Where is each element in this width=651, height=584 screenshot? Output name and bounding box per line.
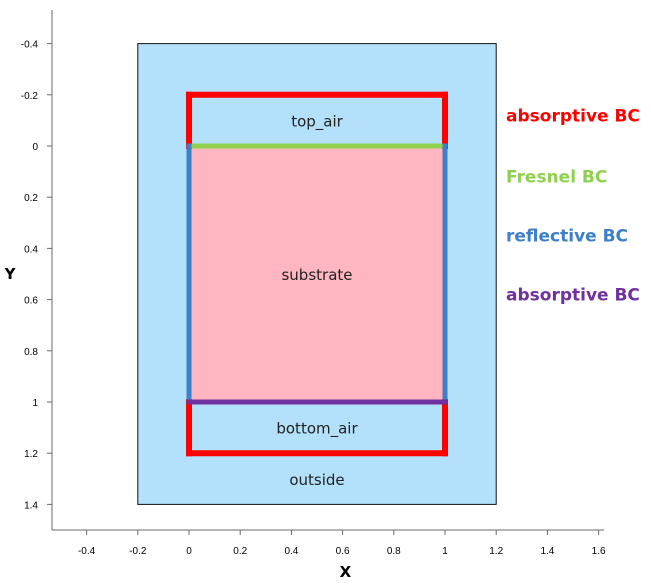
x-tick-label: 0.8 bbox=[387, 546, 401, 557]
y-tick-label: 0.4 bbox=[24, 244, 38, 255]
legend-item-absorptive-bc: absorptive BC bbox=[506, 106, 640, 126]
x-tick-label: -0.2 bbox=[129, 546, 147, 557]
y-tick-label: 0.8 bbox=[24, 347, 38, 358]
regions bbox=[137, 43, 497, 505]
y-tick-label: 1.4 bbox=[24, 500, 38, 511]
region-label-bottom-air: bottom_air bbox=[276, 420, 358, 439]
x-tick-label: 1.6 bbox=[592, 546, 606, 557]
legend-item-absorptive-bc: absorptive BC bbox=[506, 285, 640, 305]
legend-item-fresnel-bc: Fresnel BC bbox=[506, 168, 607, 188]
y-tick-label: 1 bbox=[32, 398, 38, 409]
region-label-outside: outside bbox=[289, 471, 344, 489]
y-axis-ticks: -0.4 -0.2 0 0.2 0.4 0.6 0.8 1 1.2 1.4 bbox=[21, 40, 52, 511]
y-tick-label: -0.4 bbox=[21, 40, 39, 51]
x-tick-label: 0 bbox=[186, 546, 192, 557]
boundary-legend: absorptive BC Fresnel BC reflective BC abso… bbox=[506, 106, 640, 305]
x-tick-label: -0.4 bbox=[78, 546, 96, 557]
x-tick-label: 0.6 bbox=[336, 546, 350, 557]
y-tick-label: 1.2 bbox=[24, 449, 38, 460]
x-axis-ticks: -0.4 -0.2 0 0.2 0.4 0.6 0.8 1 1.2 1.4 1.6 bbox=[78, 530, 606, 557]
x-tick-label: 1.4 bbox=[540, 546, 554, 557]
y-tick-label: 0 bbox=[32, 142, 38, 153]
x-tick-label: 0.2 bbox=[233, 546, 247, 557]
boundary-lines bbox=[186, 91, 448, 457]
region-labels: outside top_air substrate bottom_air bbox=[276, 112, 358, 488]
region-substrate bbox=[189, 146, 445, 402]
x-tick-label: 1.2 bbox=[489, 546, 503, 557]
region-label-substrate: substrate bbox=[281, 266, 352, 284]
y-tick-label: -0.2 bbox=[21, 91, 39, 102]
legend-item-reflective-bc: reflective BC bbox=[506, 227, 628, 247]
x-axis-title: X bbox=[340, 563, 352, 581]
region-top-air bbox=[189, 94, 445, 146]
region-label-top-air: top_air bbox=[291, 112, 343, 131]
x-tick-label: 0.4 bbox=[284, 546, 298, 557]
region-bottom-air bbox=[189, 402, 445, 454]
y-tick-label: 0.2 bbox=[24, 193, 38, 204]
y-tick-label: 0.6 bbox=[24, 296, 38, 307]
x-tick-label: 1 bbox=[442, 546, 448, 557]
y-axis-title: Y bbox=[4, 265, 17, 283]
